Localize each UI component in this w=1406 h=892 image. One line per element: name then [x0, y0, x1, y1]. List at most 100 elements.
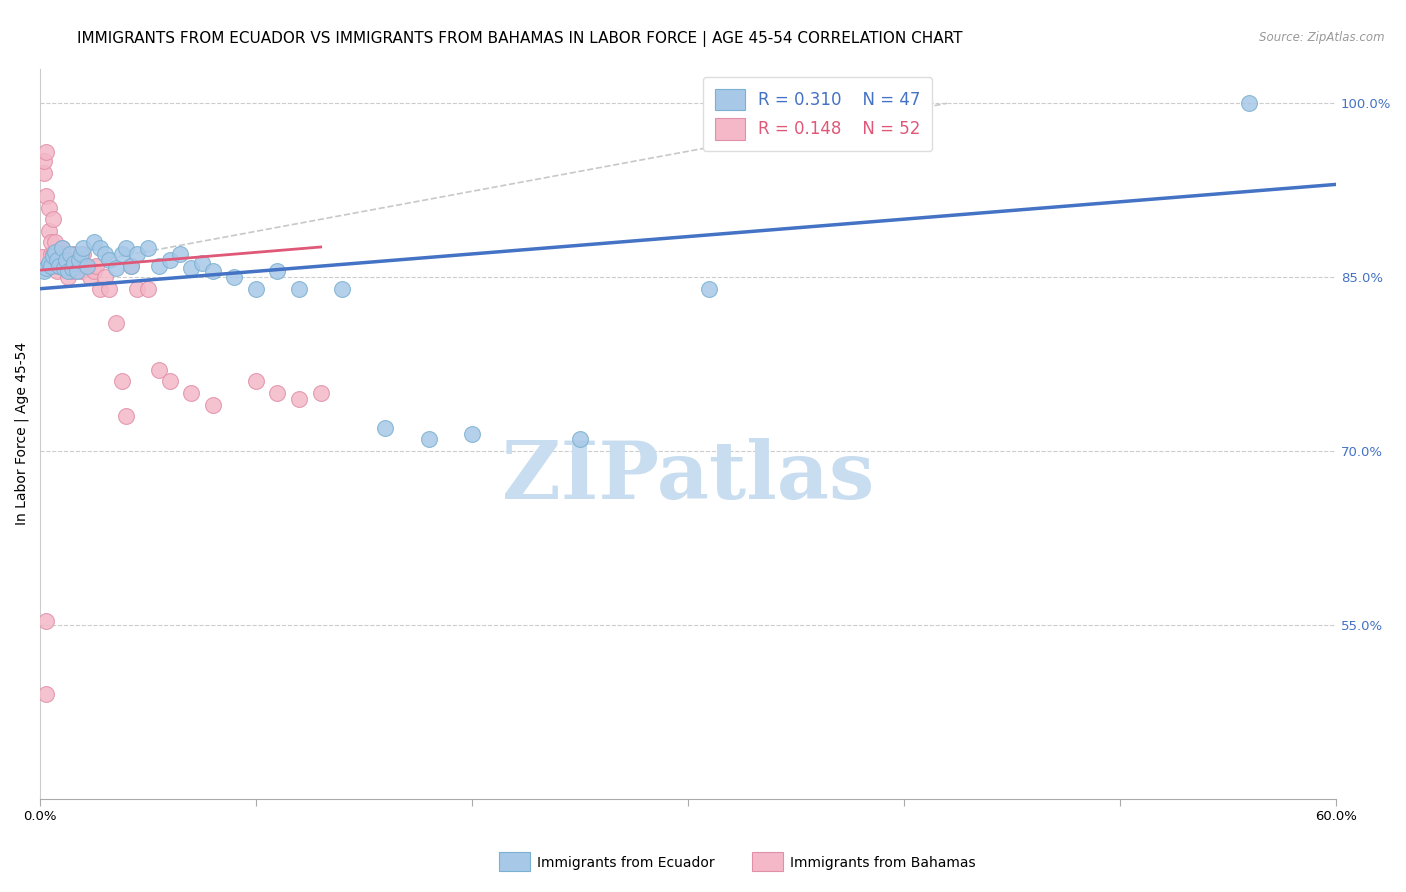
Point [72, 241, 94, 255]
Point [98, 282, 121, 296]
Point [104, 260, 127, 275]
Point [461, 426, 484, 441]
Point [1239, 96, 1261, 111]
Point [266, 386, 288, 401]
Point [32, 166, 55, 180]
Point [224, 270, 246, 285]
Point [148, 259, 170, 273]
Point [191, 256, 214, 270]
Point [48, 259, 70, 273]
Point [148, 363, 170, 377]
Point [180, 260, 202, 275]
Point [111, 375, 134, 389]
Point [330, 282, 353, 296]
Point [44, 259, 66, 273]
Point [59, 247, 82, 261]
Point [201, 398, 224, 412]
Point [42, 249, 65, 263]
Point [120, 259, 142, 273]
Point [35, 189, 58, 203]
Point [66, 264, 89, 278]
Point [245, 282, 267, 296]
Point [39, 259, 62, 273]
Point [127, 247, 149, 261]
Point [63, 256, 86, 270]
Legend: R = 0.310    N = 47, R = 0.148    N = 52: R = 0.310 N = 47, R = 0.148 N = 52 [703, 77, 932, 152]
Point [55, 259, 77, 273]
Point [169, 247, 191, 261]
Point [35, 615, 58, 629]
Point [42, 247, 65, 261]
Point [60, 260, 83, 275]
Point [104, 317, 127, 331]
Point [245, 375, 267, 389]
Point [67, 256, 90, 270]
Point [51, 241, 73, 255]
Point [72, 247, 94, 261]
Point [180, 386, 202, 401]
Text: Immigrants from Bahamas: Immigrants from Bahamas [790, 856, 976, 871]
Point [70, 264, 93, 278]
Point [67, 252, 90, 267]
Point [159, 375, 181, 389]
Point [44, 235, 66, 250]
Point [39, 235, 62, 250]
Point [136, 282, 159, 296]
Point [288, 282, 311, 296]
Point [266, 264, 288, 278]
Point [93, 247, 115, 261]
Point [159, 252, 181, 267]
Point [52, 247, 75, 261]
Point [309, 386, 332, 401]
Point [35, 687, 58, 701]
Point [63, 247, 86, 261]
Point [79, 270, 101, 285]
Point [56, 270, 79, 285]
Point [89, 282, 111, 296]
Point [60, 264, 83, 278]
Point [59, 259, 82, 273]
Point [127, 282, 149, 296]
Point [89, 241, 111, 255]
Point [70, 247, 93, 261]
Point [76, 260, 98, 275]
Text: Source: ZipAtlas.com: Source: ZipAtlas.com [1260, 31, 1385, 45]
Point [35, 260, 58, 275]
Point [120, 259, 142, 273]
Point [115, 409, 138, 424]
Point [46, 252, 69, 267]
Point [66, 260, 89, 275]
Text: IMMIGRANTS FROM ECUADOR VS IMMIGRANTS FROM BAHAMAS IN LABOR FORCE | AGE 45-54 CO: IMMIGRANTS FROM ECUADOR VS IMMIGRANTS FR… [77, 31, 963, 47]
Point [56, 264, 79, 278]
Point [31, 251, 53, 265]
Text: ZIPatlas: ZIPatlas [502, 438, 875, 516]
Point [418, 433, 440, 447]
Point [48, 259, 70, 273]
Point [93, 270, 115, 285]
Point [38, 224, 60, 238]
Point [75, 259, 97, 273]
Point [111, 247, 134, 261]
Point [42, 212, 65, 227]
Point [374, 421, 396, 435]
Point [115, 241, 138, 255]
Point [32, 154, 55, 169]
Point [51, 252, 73, 267]
Point [83, 235, 105, 250]
Point [46, 264, 69, 278]
Point [39, 247, 62, 261]
Y-axis label: In Labor Force | Age 45-54: In Labor Force | Age 45-54 [15, 342, 30, 525]
Point [35, 145, 58, 159]
Point [98, 252, 121, 267]
Point [136, 241, 159, 255]
Point [32, 264, 55, 278]
Point [38, 256, 60, 270]
Point [84, 259, 107, 273]
Point [51, 241, 73, 255]
Point [55, 252, 77, 267]
Point [52, 260, 75, 275]
Point [699, 282, 721, 296]
Point [201, 264, 224, 278]
Point [83, 264, 105, 278]
Point [76, 259, 98, 273]
